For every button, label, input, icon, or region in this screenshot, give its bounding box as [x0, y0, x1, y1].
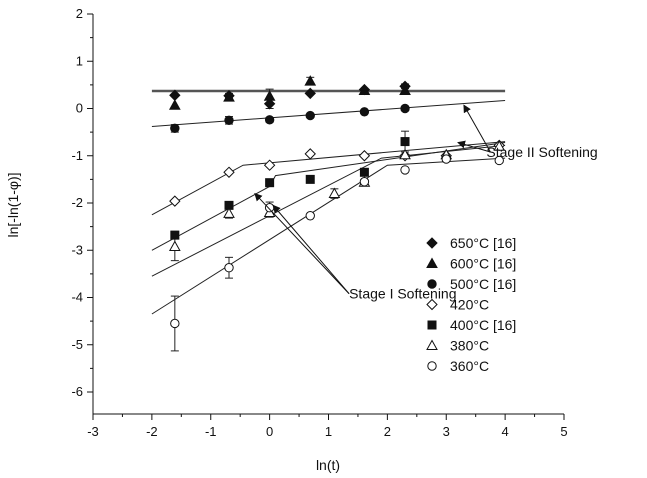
data-point — [359, 167, 369, 177]
legend-label: 650°C [16] — [450, 235, 516, 251]
data-point — [400, 137, 410, 147]
data-point — [223, 91, 235, 102]
data-point — [304, 75, 317, 86]
data-point — [263, 98, 276, 110]
annotation-arrow — [272, 204, 350, 295]
legend-label: 360°C — [450, 358, 489, 374]
annotations: Stage II Softening Stage I Softening — [254, 104, 598, 302]
legend-marker — [426, 237, 438, 249]
x-tick-label: -1 — [205, 424, 217, 439]
data-point — [493, 140, 506, 151]
data-point — [399, 148, 411, 160]
legend-marker — [427, 279, 437, 289]
data-point — [494, 155, 504, 166]
y-tick-label: 1 — [76, 53, 83, 68]
x-tick-label: -3 — [87, 424, 99, 439]
data-point — [263, 159, 276, 171]
y-tick-label: -1 — [71, 148, 83, 163]
y-axis-title: ln[-ln(1-φ)] — [5, 172, 21, 237]
x-tick-label: 0 — [266, 424, 273, 439]
y-tick-label: -6 — [71, 384, 83, 399]
x-axis-title: ln(t) — [316, 457, 340, 473]
data-point — [224, 263, 234, 273]
data-point — [169, 195, 181, 207]
legend: 650°C [16] 600°C [16] 500°C [16] 420°C 400°C… — [426, 235, 516, 374]
data-point — [358, 84, 371, 96]
fit-line — [151, 141, 506, 216]
data-point — [170, 230, 180, 240]
fit-line — [151, 100, 506, 127]
legend-label: 500°C [16] — [450, 276, 516, 292]
data-point — [399, 84, 411, 96]
data-point — [223, 166, 235, 178]
data-point — [224, 115, 234, 126]
legend-marker — [427, 320, 437, 330]
legend-marker — [426, 339, 438, 350]
x-tick-label: 5 — [560, 424, 567, 439]
x-tick-label: -2 — [146, 424, 158, 439]
y-tick-label: -3 — [71, 242, 83, 257]
x-tick-label: 4 — [502, 424, 509, 439]
data-point — [170, 318, 180, 329]
data-point — [264, 203, 275, 213]
y-tick-label: -2 — [71, 195, 83, 210]
axes: -6 -5 -4 -3 -2 -1 0 1 2 -3 -2 -1 0 1 2 3 4 5 — [71, 6, 567, 439]
y-tick-label: 2 — [76, 6, 83, 21]
data-point — [170, 123, 180, 134]
data-points — [168, 75, 506, 329]
data-point — [264, 115, 275, 125]
legend-label: 600°C [16] — [450, 256, 516, 272]
data-point — [305, 211, 315, 221]
data-point — [305, 174, 315, 184]
data-point — [263, 90, 276, 101]
y-tick-label: 0 — [76, 101, 83, 116]
data-point — [304, 148, 316, 160]
data-point — [304, 87, 316, 100]
data-point — [400, 165, 410, 175]
x-tick-label: 2 — [384, 424, 391, 439]
legend-marker — [426, 298, 438, 311]
data-point — [265, 178, 275, 188]
annotation-stage-i: Stage I Softening — [349, 286, 456, 302]
data-point — [305, 110, 315, 121]
data-point — [168, 99, 181, 110]
data-point — [359, 177, 370, 187]
x-tick-label: 1 — [325, 424, 332, 439]
legend-marker — [427, 361, 437, 371]
data-point — [328, 187, 341, 199]
legend-label: 380°C — [450, 338, 489, 354]
annotation-stage-ii: Stage II Softening — [486, 144, 597, 160]
data-point — [400, 103, 410, 114]
data-point — [441, 154, 451, 164]
annotation-arrow — [254, 192, 350, 295]
x-tick-label: 3 — [443, 424, 450, 439]
data-point — [359, 107, 370, 117]
y-tick-label: -4 — [71, 290, 83, 305]
legend-label: 420°C — [450, 297, 489, 313]
annotation-arrow — [457, 140, 491, 153]
legend-marker — [426, 257, 438, 268]
data-point — [168, 240, 181, 251]
y-tick-label: -5 — [71, 337, 83, 352]
data-point — [223, 207, 235, 218]
fit-line — [151, 144, 506, 277]
legend-label: 400°C [16] — [450, 317, 516, 333]
data-point — [358, 150, 371, 162]
annotation-arrow — [463, 104, 491, 153]
